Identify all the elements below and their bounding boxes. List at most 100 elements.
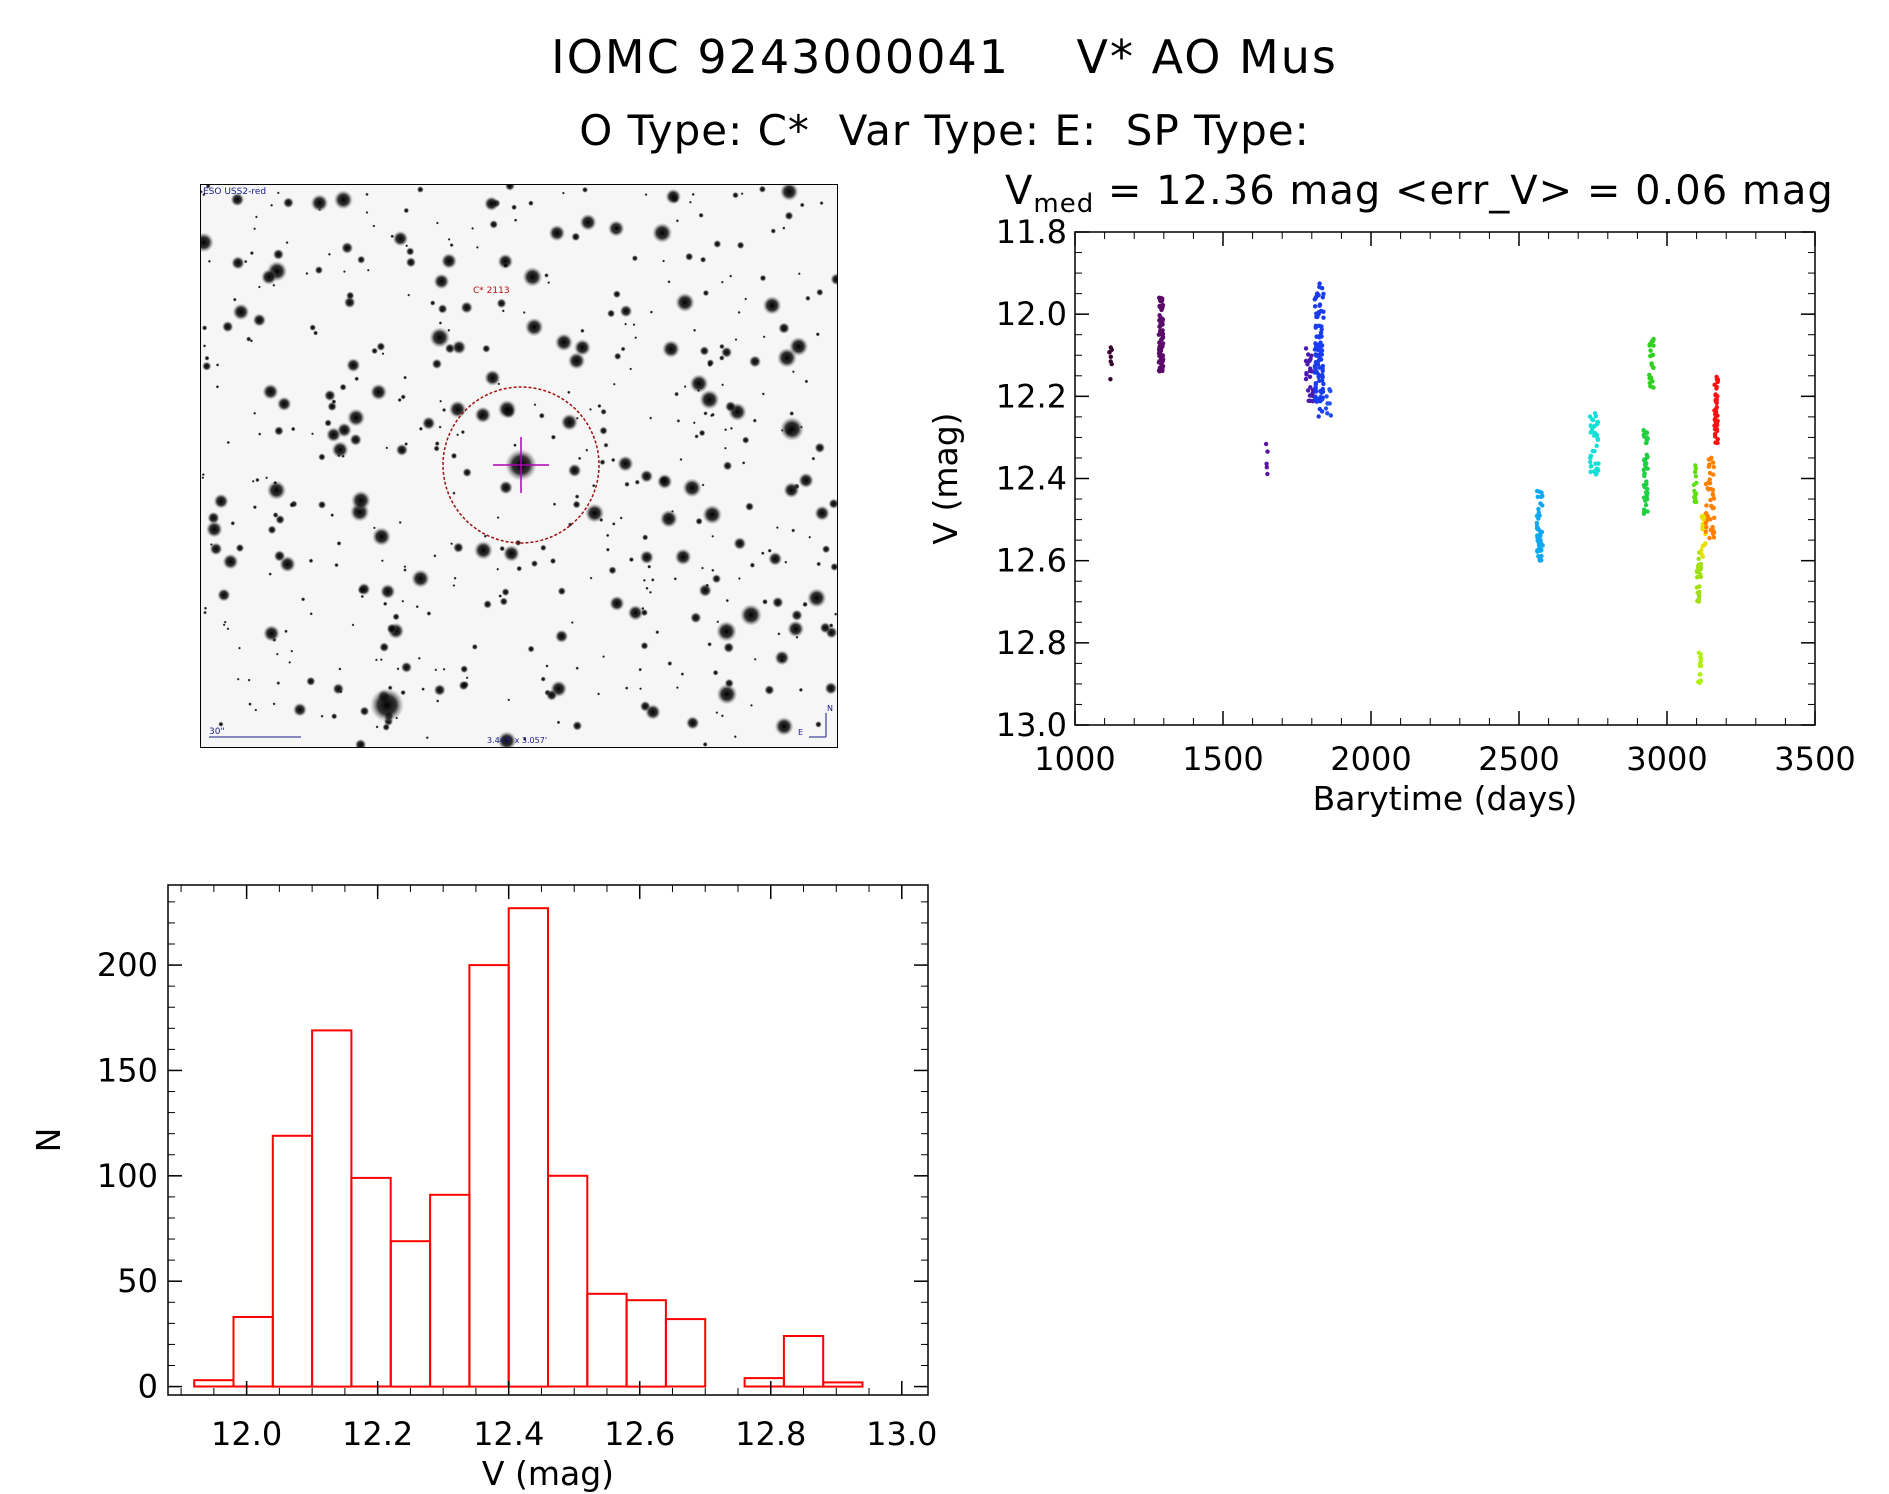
finder-star — [268, 572, 272, 576]
finder-star — [421, 416, 436, 430]
finder-star — [272, 248, 284, 260]
finder-chart-svg: ESO USS2-red C* 2113 30" 3.448' x 3.057'… — [201, 185, 837, 747]
finder-star — [589, 407, 592, 411]
finder-star — [570, 621, 574, 624]
lightcurve-point — [1692, 469, 1698, 475]
lightcurve-point — [1156, 351, 1162, 356]
lightcurve-point — [1160, 317, 1166, 322]
finder-star — [289, 502, 295, 508]
lightcurve-point — [1644, 493, 1650, 498]
finder-star — [600, 408, 607, 415]
lightcurve-point — [1694, 499, 1699, 505]
lightcurve-point — [1158, 298, 1163, 303]
histogram-bar — [507, 907, 550, 1388]
finder-star — [324, 389, 336, 402]
lightcurve-point — [1642, 434, 1647, 439]
finder-star — [685, 716, 700, 730]
lightcurve-point — [1711, 472, 1716, 477]
lightcurve-point — [1715, 437, 1721, 442]
lightcurve-point — [1158, 329, 1163, 335]
lightcurve-point — [1325, 411, 1330, 416]
lightcurve-point — [1715, 379, 1720, 385]
finder-star — [309, 324, 317, 331]
lightcurve-point — [1698, 574, 1704, 580]
finder-star — [759, 274, 767, 282]
finder-star — [544, 273, 549, 278]
lightcurve-point — [1534, 520, 1540, 526]
lightcurve-point — [1588, 430, 1594, 435]
lightcurve-point — [1696, 556, 1701, 561]
lightcurve-point — [1313, 389, 1319, 394]
finder-star — [627, 604, 644, 621]
finder-star — [222, 623, 226, 627]
lightcurve-point — [1648, 376, 1653, 381]
lightcurve-point — [1160, 344, 1165, 349]
lightcurve-point — [1108, 377, 1113, 382]
lightcurve-point — [1696, 591, 1702, 597]
lightcurve-point — [1317, 335, 1322, 340]
lightcurve-point — [1643, 457, 1648, 462]
lightcurve-point — [1160, 335, 1166, 340]
finder-star — [585, 503, 605, 523]
lightcurve-point — [1651, 365, 1656, 370]
finder-star — [513, 443, 517, 448]
lightcurve-point — [1315, 361, 1320, 367]
histogram-x-tick-label: 12.0 — [211, 1415, 282, 1453]
lightcurve-point — [1317, 365, 1322, 370]
lightcurve-point — [1538, 531, 1543, 537]
finder-star — [777, 347, 797, 368]
histogram-y-tick-label: 100 — [97, 1157, 158, 1195]
lightcurve-point — [1159, 345, 1164, 350]
finder-star — [337, 454, 341, 458]
finder-star — [567, 352, 586, 370]
finder-star — [207, 259, 211, 263]
lightcurve-point — [1703, 481, 1709, 487]
finder-star — [711, 568, 715, 572]
finder-star — [815, 721, 822, 728]
finder-star — [442, 667, 446, 671]
finder-star — [452, 584, 456, 587]
lightcurve-point — [1317, 378, 1322, 383]
lightcurve-point — [1645, 486, 1650, 492]
lightcurve-point — [1698, 672, 1703, 677]
finder-star — [343, 296, 356, 309]
finder-star — [782, 226, 786, 230]
lightcurve-point — [1539, 548, 1544, 553]
finder-star — [284, 629, 288, 634]
finder-star — [272, 283, 276, 287]
lightcurve-point — [1588, 453, 1594, 459]
lightcurve-point — [1644, 437, 1649, 443]
finder-star — [828, 498, 837, 509]
finder-star — [602, 655, 606, 659]
finder-star — [580, 328, 585, 334]
lightcurve-point — [1594, 443, 1599, 448]
lightcurve-point — [1319, 409, 1325, 414]
lightcurve-point — [1699, 547, 1704, 553]
lightcurve-point — [1313, 323, 1319, 328]
finder-star — [761, 392, 765, 396]
lightcurve-point — [1711, 496, 1717, 501]
finder-star — [533, 403, 537, 407]
lightcurve-point — [1309, 369, 1315, 374]
lightcurve-point — [1535, 533, 1540, 538]
lightcurve-point — [1159, 356, 1165, 362]
lightcurve-point — [1314, 291, 1320, 296]
lightcurve-point — [1537, 533, 1542, 538]
lightcurve-point — [1711, 528, 1716, 533]
lightcurve-point — [1702, 519, 1708, 524]
finder-star — [385, 446, 389, 450]
finder-star — [647, 564, 652, 569]
lightcurve-point — [1705, 513, 1711, 519]
finder-star — [306, 676, 316, 686]
lightcurve-point — [1700, 522, 1705, 527]
lightcurve-point — [1315, 352, 1321, 358]
lightcurve-point — [1714, 377, 1720, 382]
lightcurve-point — [1159, 329, 1165, 335]
lightcurve-point — [1706, 464, 1712, 469]
lightcurve-point — [1157, 345, 1163, 350]
lightcurve-point — [1592, 449, 1597, 454]
histogram-bar — [743, 1377, 785, 1388]
finder-star — [599, 459, 606, 466]
lightcurve-point — [1713, 397, 1718, 403]
lightcurve-point — [1648, 353, 1653, 359]
